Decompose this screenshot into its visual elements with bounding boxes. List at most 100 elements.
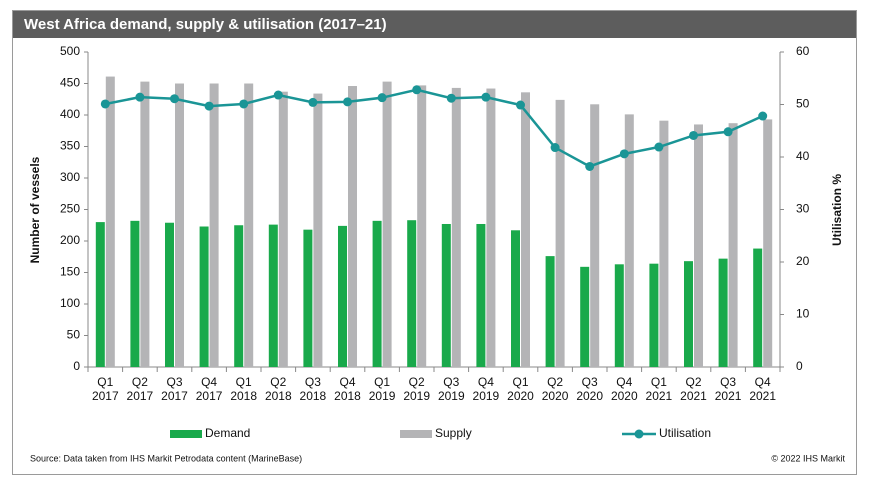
x-tick-label: Q4 2020 (610, 375, 638, 403)
bar (165, 222, 174, 367)
y-tick-label: 100 (60, 296, 80, 310)
bar (441, 223, 451, 367)
bar (303, 229, 313, 367)
x-tick-label: Q3 2020 (576, 375, 604, 403)
y-tick-label: 300 (60, 170, 80, 184)
bar (278, 91, 288, 367)
x-tick-label: Q4 2019 (472, 375, 500, 403)
bar (684, 261, 693, 367)
y2-tick-label: 20 (796, 254, 810, 268)
y-tick-label: 0 (73, 359, 80, 373)
bar (451, 87, 461, 367)
bar (348, 86, 357, 368)
marker (654, 142, 664, 152)
marker (723, 127, 733, 137)
bar (486, 88, 496, 367)
legend-label: Supply (435, 426, 472, 440)
bar (521, 92, 530, 367)
x-tick-label: Q3 2019 (437, 375, 465, 403)
bar (718, 258, 728, 367)
copyright: © 2022 IHS Markit (771, 453, 845, 463)
x-tick-label: Q4 2021 (749, 375, 777, 403)
marker (308, 97, 318, 107)
x-tick-label: Q1 2020 (507, 375, 534, 403)
bar (209, 83, 219, 367)
legend-label: Demand (205, 426, 250, 440)
marker (135, 92, 145, 102)
y-tick-label: 50 (67, 328, 81, 342)
bar (382, 81, 392, 368)
legend-swatch (170, 430, 202, 438)
line (105, 88, 764, 168)
y2-tick-label: 30 (796, 202, 810, 216)
marker (585, 161, 595, 171)
bar (753, 248, 763, 367)
bar (199, 226, 209, 367)
marker (446, 93, 456, 103)
frame (12, 10, 857, 475)
marker (377, 93, 387, 103)
y-axis-label: Number of vessels (28, 156, 42, 263)
x-tick-label: Q1 2017 (91, 375, 119, 403)
y-tick-label: 450 (60, 76, 80, 90)
bar (130, 220, 140, 367)
bar (372, 220, 382, 367)
x-tick-label: Q2 2017 (126, 375, 154, 403)
x-tick-label: Q2 2021 (680, 375, 707, 403)
bar (580, 266, 590, 367)
y2-axis-label: Utilisation % (830, 174, 844, 246)
x-tick-label: Q4 2017 (195, 375, 223, 403)
bar (313, 93, 323, 367)
bar (511, 230, 520, 367)
y-tick-label: 200 (60, 233, 80, 247)
marker (204, 101, 214, 111)
bar (659, 120, 669, 367)
bar (763, 119, 773, 367)
header-bar (13, 11, 856, 38)
marker (273, 90, 283, 100)
bar (140, 81, 150, 368)
marker (170, 94, 179, 104)
x-tick-label: Q2 2020 (541, 375, 569, 403)
bar (95, 222, 105, 367)
bar (590, 104, 600, 367)
bar (244, 83, 254, 367)
marker (689, 130, 698, 140)
y2-tick-label: 0 (796, 359, 803, 373)
y-tick-label: 150 (60, 265, 80, 279)
marker (412, 85, 422, 95)
y2-tick-label: 40 (796, 149, 810, 163)
bar (694, 124, 703, 367)
bar (476, 223, 486, 367)
bar (105, 76, 115, 367)
bar (175, 83, 184, 367)
bar (234, 225, 244, 367)
y-tick-label: 350 (60, 139, 80, 153)
x-tick-label: Q3 2018 (299, 375, 327, 403)
x-tick-label: Q4 2018 (334, 375, 361, 403)
marker (481, 92, 491, 102)
bar (555, 99, 565, 367)
y-tick-label: 250 (60, 202, 80, 216)
marker (619, 149, 629, 159)
bar (614, 264, 624, 367)
x-tick-label: Q2 2018 (264, 375, 292, 403)
marker (758, 111, 768, 121)
bar (417, 85, 427, 367)
x-tick-label: Q3 2021 (714, 375, 742, 403)
source-note: Source: Data taken from IHS Markit Petro… (30, 453, 302, 463)
bar (728, 123, 738, 367)
y-tick-label: 500 (60, 44, 80, 58)
marker (100, 99, 110, 109)
bar (407, 220, 417, 367)
bar (624, 114, 634, 368)
y2-tick-label: 50 (796, 97, 810, 111)
marker (239, 99, 249, 109)
marker (516, 100, 525, 110)
bar (268, 224, 278, 367)
legend-label: Utilisation (659, 426, 711, 440)
x-tick-label: Q1 2019 (368, 375, 396, 403)
x-tick-label: Q3 2017 (161, 375, 188, 403)
